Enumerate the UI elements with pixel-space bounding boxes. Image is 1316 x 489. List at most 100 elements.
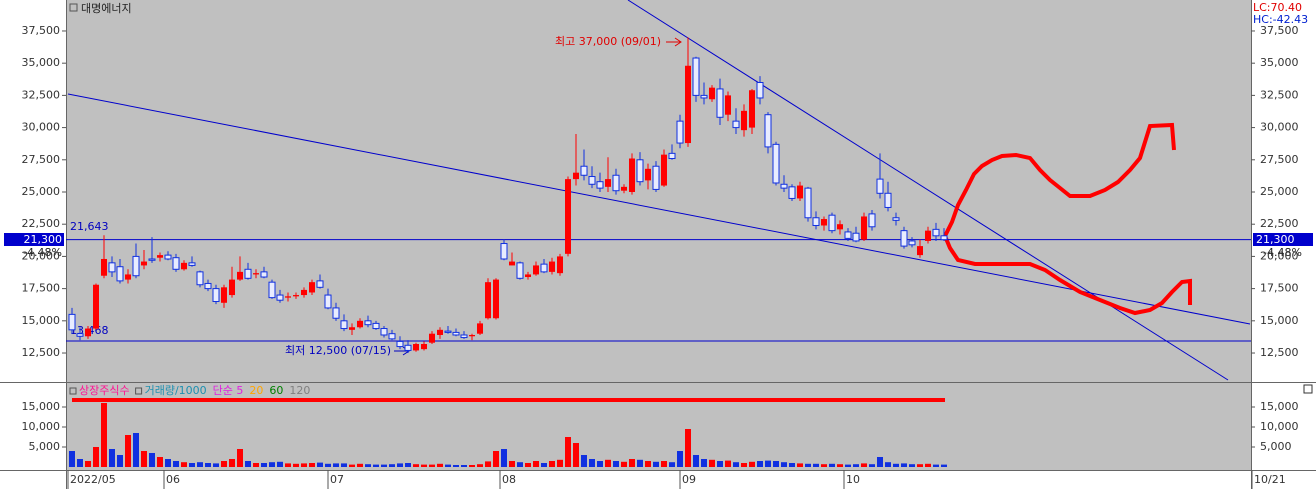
volume-bar xyxy=(477,464,483,467)
high-annotation: 최고 37,000 (09/01) xyxy=(555,35,661,48)
candle-body xyxy=(244,268,252,279)
candle-body xyxy=(188,262,196,266)
volume-bar xyxy=(765,460,771,467)
candle-body xyxy=(125,274,131,280)
volume-bar xyxy=(133,433,139,467)
candle-body xyxy=(485,282,491,319)
candle-body xyxy=(293,295,299,297)
legend-entry: 20 xyxy=(249,384,263,397)
volume-bar xyxy=(685,429,691,467)
hc-label: HC:-42.43 xyxy=(1253,13,1308,26)
volume-bar xyxy=(285,463,291,467)
volume-bar xyxy=(349,464,355,467)
candle-body xyxy=(645,168,651,181)
y-tick-label: 15,000 xyxy=(22,314,61,327)
volume-bar xyxy=(85,461,91,467)
candle-body xyxy=(309,282,315,293)
candle-body xyxy=(469,334,475,337)
x-tick-label: 06 xyxy=(166,473,180,486)
y-tick-label: 20,000 xyxy=(1260,249,1299,262)
candle-body xyxy=(756,82,764,99)
volume-bar xyxy=(909,464,915,467)
volume-bar xyxy=(541,463,547,467)
candle-body xyxy=(533,265,539,275)
volume-bar xyxy=(661,461,667,467)
candle-body xyxy=(413,343,419,351)
volume-bar xyxy=(93,447,99,467)
volume-bar xyxy=(773,461,779,467)
volume-bar xyxy=(749,461,755,467)
candle-body xyxy=(108,262,116,273)
candle-body xyxy=(148,258,156,261)
close-button[interactable] xyxy=(1303,384,1313,394)
y-tick-label: 37,500 xyxy=(22,24,61,37)
candle-body xyxy=(509,261,515,266)
low-annotation: 최저 12,500 (07/15) xyxy=(285,344,391,357)
candle-body xyxy=(565,179,571,254)
volume-bar xyxy=(429,464,435,467)
candle-body xyxy=(229,279,235,296)
volume-bar xyxy=(629,459,635,467)
volume-bar xyxy=(933,464,939,467)
candle-body xyxy=(68,313,76,331)
y-tick-label: 17,500 xyxy=(1260,282,1299,295)
volume-bar xyxy=(293,463,299,467)
candle-body xyxy=(892,217,900,221)
volume-bar xyxy=(757,461,763,467)
volume-bar xyxy=(645,461,651,467)
legend-entry: 60 xyxy=(269,384,283,397)
candle-body xyxy=(364,320,372,326)
y-tick-label: 12,500 xyxy=(22,346,61,359)
volume-bar xyxy=(437,463,443,467)
y-tick-label: 5,000 xyxy=(1260,440,1292,453)
volume-bar xyxy=(837,464,843,467)
candle-body xyxy=(580,165,588,176)
volume-bar xyxy=(717,461,723,467)
candle-body xyxy=(93,284,99,329)
candle-body xyxy=(940,235,948,241)
volume-bar xyxy=(853,464,859,467)
volume-bar xyxy=(829,463,835,467)
candle-body xyxy=(404,344,412,351)
candle-body xyxy=(661,154,667,186)
candle-body xyxy=(788,186,796,199)
volume-bar xyxy=(893,463,899,467)
volume-bar xyxy=(877,457,883,467)
volume-bar xyxy=(589,459,595,467)
candle-body xyxy=(324,294,332,309)
volume-bar xyxy=(701,459,707,467)
volume-bar xyxy=(373,464,379,467)
volume-bar xyxy=(189,463,195,467)
volume-bar xyxy=(485,461,491,467)
volume-bar xyxy=(901,463,907,467)
candle-body xyxy=(493,279,499,319)
candle-body xyxy=(900,230,908,247)
volume-bar xyxy=(357,463,363,467)
candle-body xyxy=(861,216,867,240)
candle-body xyxy=(301,289,307,296)
volume-bar xyxy=(397,463,403,467)
change-label: -4.48% xyxy=(23,246,62,259)
candle-body xyxy=(540,263,548,273)
candle-body xyxy=(804,187,812,219)
y-tick-label: 15,000 xyxy=(1260,400,1299,413)
x-tick-label: 07 xyxy=(330,473,344,486)
candle-body xyxy=(237,271,243,280)
candle-body xyxy=(380,328,388,336)
volume-bar xyxy=(157,457,163,467)
volume-bar xyxy=(941,464,947,467)
y-tick-label: 32,500 xyxy=(1260,88,1299,101)
candle-body xyxy=(285,296,291,298)
y-tick-label: 30,000 xyxy=(1260,121,1299,134)
volume-bar xyxy=(581,455,587,467)
y-tick-label: 20,000 xyxy=(22,249,61,262)
candle-body xyxy=(477,323,483,334)
candle-body xyxy=(516,262,524,279)
candle-body xyxy=(460,334,468,339)
volume-bar xyxy=(789,463,795,467)
y-tick-label: 35,000 xyxy=(1260,56,1299,69)
y-tick-label: 30,000 xyxy=(22,121,61,134)
candle-body xyxy=(500,243,508,260)
y-tick-label: 35,000 xyxy=(22,56,61,69)
